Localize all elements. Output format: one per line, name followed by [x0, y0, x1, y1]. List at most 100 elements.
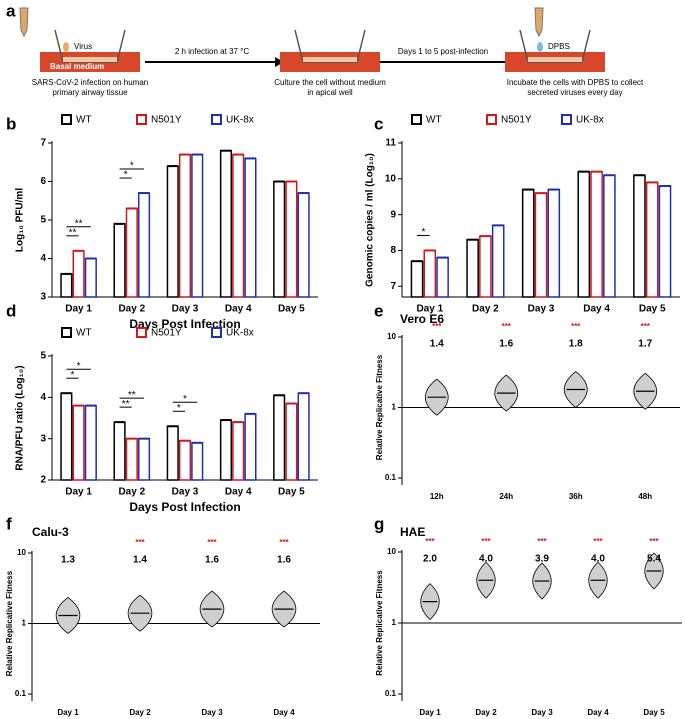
y-tick-label: 0.1 [15, 689, 27, 698]
x-tick-label: Day 1 [416, 304, 443, 315]
bar [244, 413, 257, 481]
x-tick-label: Day 4 [225, 487, 252, 498]
significance-label: *** [593, 537, 603, 546]
y-tick-label: 11 [385, 138, 396, 149]
bar [491, 224, 505, 298]
bar [297, 392, 310, 481]
bar [285, 402, 298, 481]
x-tick-label: Day 1 [57, 708, 79, 717]
bar [84, 404, 97, 481]
significance-label: *** [502, 322, 512, 331]
step-text: Incubate the cells with DPBS to collect [507, 78, 644, 87]
significance-label: ** [128, 390, 136, 401]
bar [232, 153, 245, 298]
bar [84, 257, 97, 298]
y-axis-label: Relative Replicative Fitness [375, 570, 384, 676]
bar [436, 256, 449, 298]
y-axis-label: Genomic copies / ml (Log₁₀) [365, 153, 376, 287]
chart-title: Vero E6 [400, 312, 444, 326]
panel-label: a [6, 1, 16, 20]
y-tick-label: 4 [40, 392, 46, 403]
value-label: 4.0 [479, 554, 493, 565]
x-tick-label: Day 4 [583, 304, 610, 315]
y-tick-label: 7 [390, 281, 396, 292]
bar [285, 180, 298, 298]
legend-label: WT [76, 115, 92, 126]
y-tick-label: 5 [40, 215, 46, 226]
bar [244, 157, 257, 298]
x-tick-label: Day 2 [475, 708, 497, 717]
y-tick-label: 0.1 [385, 689, 397, 698]
bar [577, 170, 591, 298]
bar [410, 260, 424, 298]
bar [658, 185, 672, 298]
significance-label: ** [122, 399, 130, 410]
y-axis-label: Log₁₀ PFU/ml [15, 188, 26, 252]
y-tick-label: 10 [387, 332, 396, 341]
chart-title: Calu-3 [32, 525, 69, 539]
step-text: Culture the cell without medium [274, 78, 386, 87]
value-label: 1.4 [133, 555, 147, 566]
x-tick-label: 36h [569, 492, 583, 501]
significance-label: *** [649, 537, 659, 546]
bar [60, 273, 73, 298]
y-tick-label: 3 [40, 433, 46, 444]
value-label: 1.4 [430, 339, 444, 350]
x-tick-label: Day 5 [639, 304, 666, 315]
bar [466, 238, 479, 298]
bar [423, 249, 437, 298]
x-axis-label: Days Post Infection [129, 500, 240, 514]
value-label: 4.0 [591, 554, 605, 565]
legend-swatch [411, 114, 422, 125]
legend-label: UK-8x [226, 115, 254, 126]
reagent-label: DPBS [548, 42, 570, 51]
significance-label: *** [279, 538, 289, 547]
legend-swatch [136, 114, 147, 125]
significance-label: * [124, 170, 128, 181]
bar [166, 165, 179, 298]
panel-label: d [6, 301, 16, 320]
reagent-label: Virus [74, 42, 92, 51]
y-tick-label: 10 [385, 173, 397, 184]
legend-swatch [136, 327, 147, 338]
legend-label: WT [426, 115, 442, 126]
x-tick-label: Day 3 [172, 487, 199, 498]
step-text: secreted viruses every day [527, 88, 622, 97]
bar [603, 174, 616, 298]
significance-label: * [130, 161, 134, 172]
bar [534, 192, 548, 298]
x-tick-label: Day 4 [273, 708, 295, 717]
bar [137, 192, 151, 298]
bar [191, 442, 204, 481]
legend-swatch [61, 114, 72, 125]
y-tick-label: 1 [392, 403, 397, 412]
step-text: SARS-CoV-2 infection on human [32, 78, 149, 87]
x-tick-label: Day 2 [118, 487, 145, 498]
value-label: 1.6 [205, 555, 219, 566]
bar [297, 192, 310, 298]
panel-label: c [374, 114, 383, 133]
bar [125, 207, 138, 298]
y-tick-label: 9 [390, 209, 396, 220]
x-tick-label: Day 4 [587, 708, 609, 717]
value-label: 1.6 [499, 339, 513, 350]
bar [166, 425, 179, 481]
bar [137, 437, 151, 481]
y-tick-label: 8 [390, 245, 396, 256]
legend-swatch [61, 327, 72, 338]
x-tick-label: Day 5 [278, 304, 305, 315]
x-tick-label: Day 2 [472, 304, 499, 315]
bar [125, 437, 138, 481]
x-tick-label: Day 3 [201, 708, 223, 717]
bar [232, 421, 245, 481]
value-label: 1.7 [638, 339, 652, 350]
legend-label: UK-8x [226, 328, 254, 339]
value-label: 2.0 [423, 554, 437, 565]
x-tick-label: Day 1 [419, 708, 441, 717]
y-axis-label: Relative Replicative Fitness [375, 354, 384, 460]
legend-label: WT [76, 328, 92, 339]
value-label: 3.9 [535, 554, 549, 565]
x-tick-label: Day 2 [118, 304, 145, 315]
y-tick-label: 2 [40, 475, 46, 486]
arrow-text: Days 1 to 5 post-infection [398, 47, 488, 56]
